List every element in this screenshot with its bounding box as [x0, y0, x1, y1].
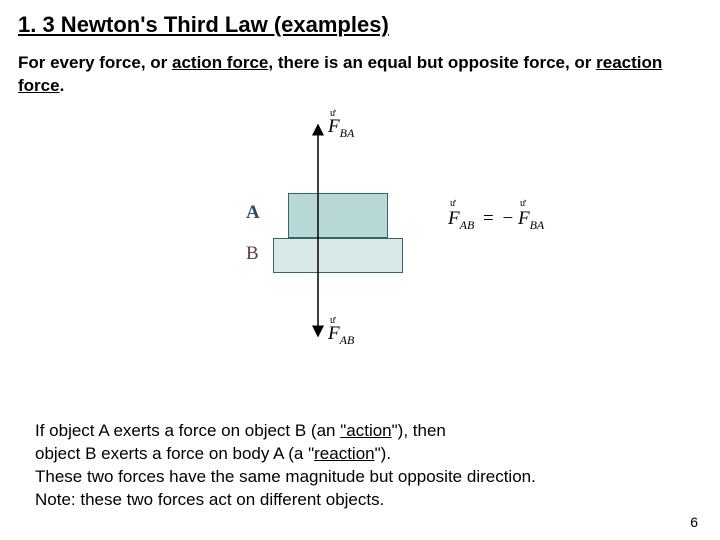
label-b: B — [246, 243, 259, 265]
u: "action — [340, 421, 391, 440]
force-sub: AB — [340, 333, 355, 347]
t: "). — [375, 444, 391, 463]
label-a: A — [246, 202, 260, 224]
intro-underline-action: action force — [172, 53, 268, 72]
eq-lhs-sub: AB — [460, 218, 475, 232]
intro-part1: For every force, or — [18, 53, 172, 72]
intro-text: For every force, or action force, there … — [18, 52, 702, 98]
bottom-line-4: Note: these two forces act on different … — [35, 489, 536, 512]
intro-suffix: . — [60, 76, 65, 95]
force-sub: BA — [340, 126, 355, 140]
force-label-fba: ư FBA — [328, 116, 354, 141]
block-b — [273, 238, 403, 273]
vector-arrow-icon: ư — [330, 315, 335, 326]
eq-rhs-f: F — [518, 208, 530, 229]
vector-arrow-icon: ư — [330, 108, 335, 119]
page-title: 1. 3 Newton's Third Law (examples) — [18, 12, 702, 38]
t: object B exerts a force on body A (a " — [35, 444, 314, 463]
t: If object A exerts a force on object B (… — [35, 421, 340, 440]
u: reaction — [314, 444, 374, 463]
force-f: F — [328, 323, 340, 344]
eq-sign: = — [479, 208, 498, 229]
eq-lhs-f: F — [448, 208, 460, 229]
bottom-line-3: These two forces have the same magnitude… — [35, 466, 536, 489]
block-a — [288, 193, 388, 238]
diagram: A B ư FBA ư FAB ư FAB = − ư FBA — [18, 108, 702, 358]
force-label-fab: ư FAB — [328, 323, 354, 348]
eq-rhs-sub: BA — [530, 218, 545, 232]
bottom-line-2: object B exerts a force on body A (a "re… — [35, 443, 536, 466]
vector-arrow-icon: ư — [450, 198, 455, 209]
bottom-line-1: If object A exerts a force on object B (… — [35, 420, 536, 443]
bottom-text: If object A exerts a force on object B (… — [35, 420, 536, 512]
force-f: F — [328, 116, 340, 137]
intro-part2: , there is an equal but opposite force, … — [268, 53, 596, 72]
eq-neg: − — [503, 208, 514, 229]
t: "), then — [392, 421, 446, 440]
equation: ư FAB = − ư FBA — [448, 208, 544, 233]
page-number: 6 — [690, 514, 698, 530]
vector-arrow-icon: ư — [520, 198, 525, 209]
